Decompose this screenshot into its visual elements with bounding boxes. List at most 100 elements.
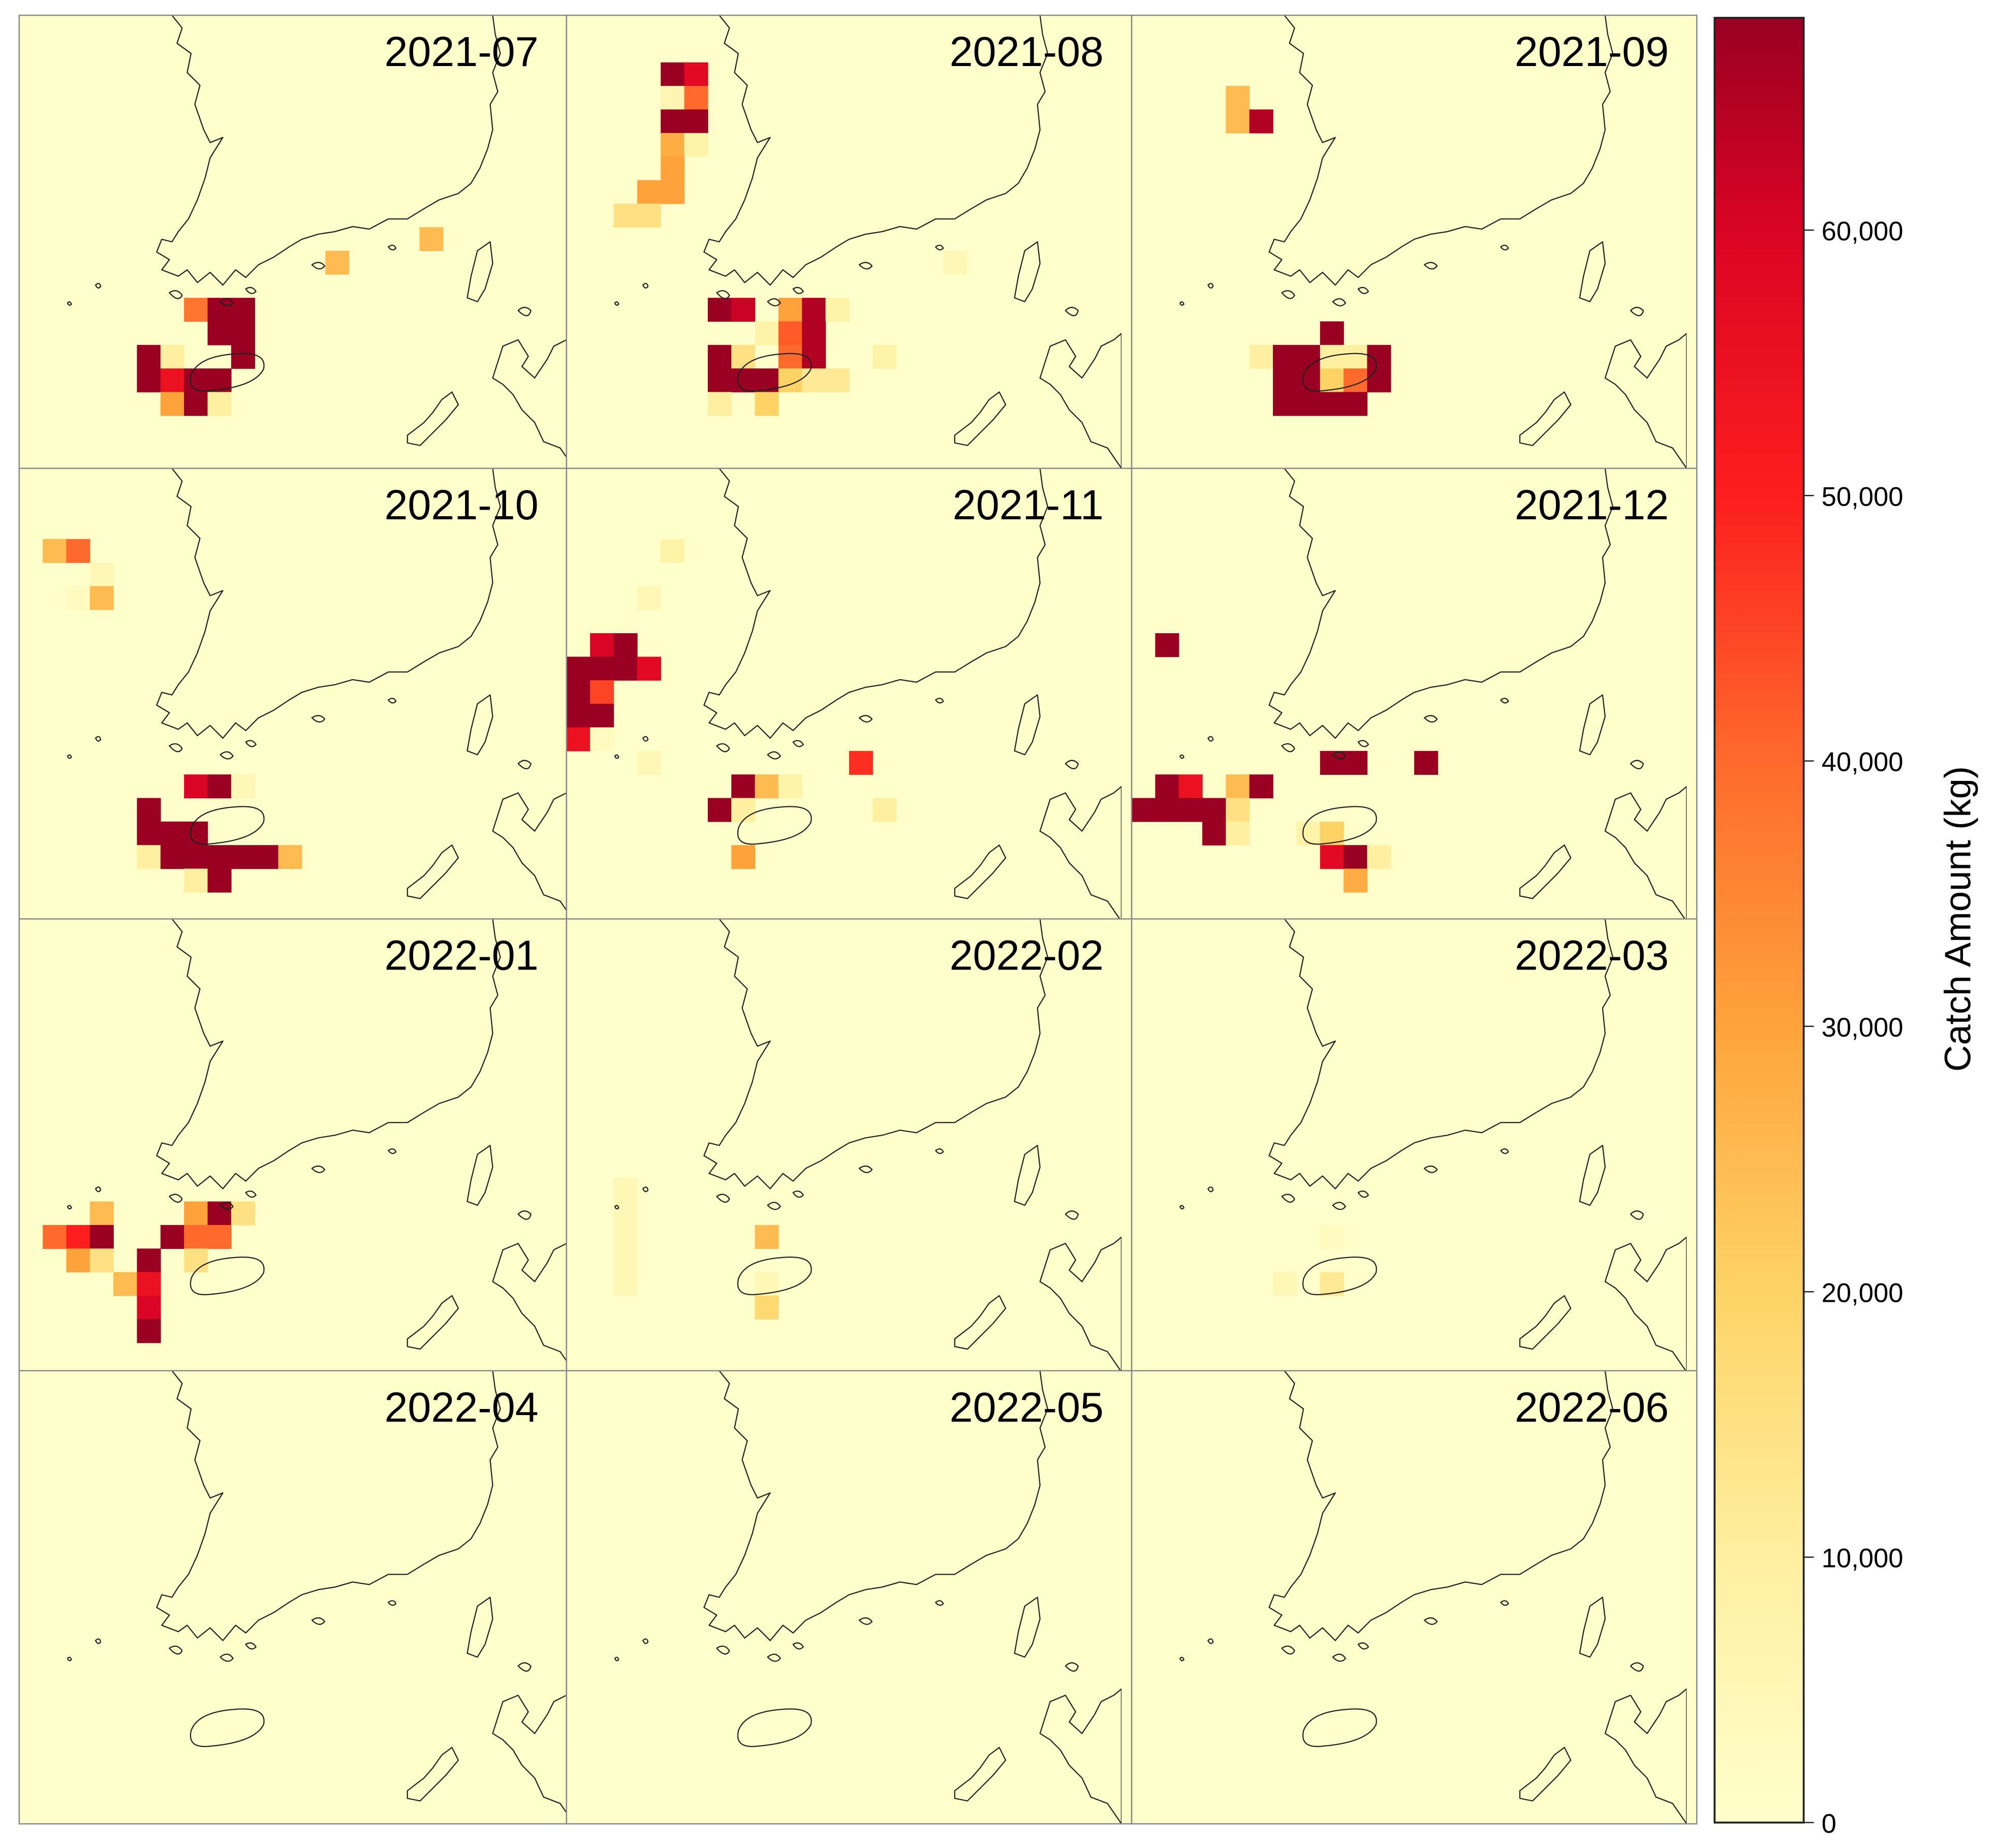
catch-cell — [160, 392, 184, 416]
catch-cell — [590, 656, 614, 681]
catch-cell — [1320, 750, 1344, 775]
catch-cell — [278, 845, 302, 869]
catch-cell — [137, 1319, 161, 1343]
catch-cell — [184, 821, 208, 845]
catch-cell — [231, 298, 255, 322]
catch-cell — [825, 368, 850, 393]
catch-cell — [731, 845, 756, 869]
catch-cell — [1249, 109, 1273, 134]
panel-frame — [1131, 1370, 1698, 1825]
catch-cell — [1155, 798, 1179, 822]
map-panel: 2022-02 — [566, 918, 1133, 1373]
catch-cell — [325, 250, 350, 275]
panel-label: 2022-06 — [1515, 1384, 1669, 1431]
catch-cell — [255, 845, 279, 869]
catch-cell — [207, 774, 232, 799]
catch-cell — [637, 750, 661, 775]
facet-panels: 2021-07 2021-08 2021-09 2021-10 2021-11 2021-… — [18, 14, 1698, 1825]
catch-cell — [43, 539, 67, 563]
catch-cell — [778, 321, 803, 346]
map-panel: 2022-04 — [18, 1370, 574, 1825]
catch-cell — [66, 539, 90, 563]
panel-background — [1132, 15, 1697, 468]
catch-cell — [137, 1295, 161, 1320]
catch-cell — [825, 298, 850, 322]
catch-cell — [207, 392, 232, 416]
panel-background — [19, 919, 567, 1372]
catch-cell — [1320, 1225, 1344, 1249]
panel-background — [19, 15, 567, 468]
catch-cell — [566, 656, 590, 681]
map-panel: 2021-08 — [566, 14, 1133, 469]
catch-cell — [661, 86, 685, 110]
catch-cell — [684, 133, 708, 157]
catch-cell — [590, 704, 614, 728]
catch-cell — [207, 321, 232, 346]
catch-cell — [1178, 798, 1203, 822]
catch-cell — [613, 203, 638, 228]
catch-cell — [872, 798, 897, 822]
catch-cell — [137, 798, 161, 822]
catch-cell — [731, 368, 756, 393]
panel-background — [1132, 1370, 1697, 1824]
catch-cell — [613, 1178, 638, 1202]
catch-cell — [1367, 845, 1391, 869]
catch-cell — [590, 633, 614, 657]
colorbar-tick-label: 20,000 — [1822, 1278, 1904, 1308]
catch-cell — [707, 392, 732, 416]
catch-cell — [184, 392, 208, 416]
catch-cell — [661, 109, 685, 134]
catch-cell — [160, 845, 184, 869]
catch-cell — [755, 321, 779, 346]
catch-cell — [184, 845, 208, 869]
panel-background — [566, 1370, 1132, 1824]
catch-cell — [613, 656, 638, 681]
catch-cell — [1249, 774, 1273, 799]
catch-cell — [89, 1201, 114, 1226]
catch-cell — [731, 798, 756, 822]
catch-cell — [566, 680, 590, 704]
catch-cell — [684, 62, 708, 86]
catch-cell — [89, 1225, 114, 1249]
map-panel: 2022-01 — [18, 918, 574, 1373]
panel-background — [566, 468, 1132, 922]
catch-cell — [419, 227, 444, 252]
colorbar-title: Catch Amount (kg) — [1938, 766, 1979, 1072]
catch-cell — [137, 1272, 161, 1296]
map-panel: 2021-10 — [18, 467, 574, 922]
catch-cell — [207, 1225, 232, 1249]
map-panel: 2021-09 — [1131, 14, 1698, 469]
colorbar-tick-label: 30,000 — [1822, 1013, 1904, 1043]
colorbar-tick-label: 40,000 — [1822, 747, 1904, 777]
catch-cell — [637, 656, 661, 681]
catch-cell — [1273, 1272, 1297, 1296]
catch-cell — [661, 539, 685, 563]
map-panel: 2021-07 — [18, 14, 574, 469]
catch-cell — [1367, 368, 1391, 393]
catch-cell — [137, 1248, 161, 1273]
catch-cell — [160, 1225, 184, 1249]
catch-cell — [778, 774, 803, 799]
catch-cell — [66, 1225, 90, 1249]
catch-cell — [1249, 344, 1273, 369]
catch-cell — [1344, 845, 1368, 869]
panel-background — [19, 1370, 567, 1824]
catch-cell — [943, 250, 968, 275]
panel-background — [1132, 468, 1697, 922]
catch-cell — [160, 821, 184, 845]
catch-cell — [755, 392, 779, 416]
catch-cell — [184, 1201, 208, 1226]
catch-cell — [43, 1225, 67, 1249]
panel-label: 2022-03 — [1515, 932, 1669, 979]
catch-cell — [207, 868, 232, 893]
catch-cell — [1132, 798, 1156, 822]
catch-cell — [661, 156, 685, 181]
catch-cell — [1202, 821, 1227, 845]
panel-label: 2021-12 — [1515, 481, 1669, 528]
catch-cell — [637, 586, 661, 610]
catch-cell — [778, 298, 803, 322]
catch-cell — [684, 109, 708, 134]
colorbar-gradient — [1713, 17, 1805, 1824]
catch-cell — [613, 633, 638, 657]
